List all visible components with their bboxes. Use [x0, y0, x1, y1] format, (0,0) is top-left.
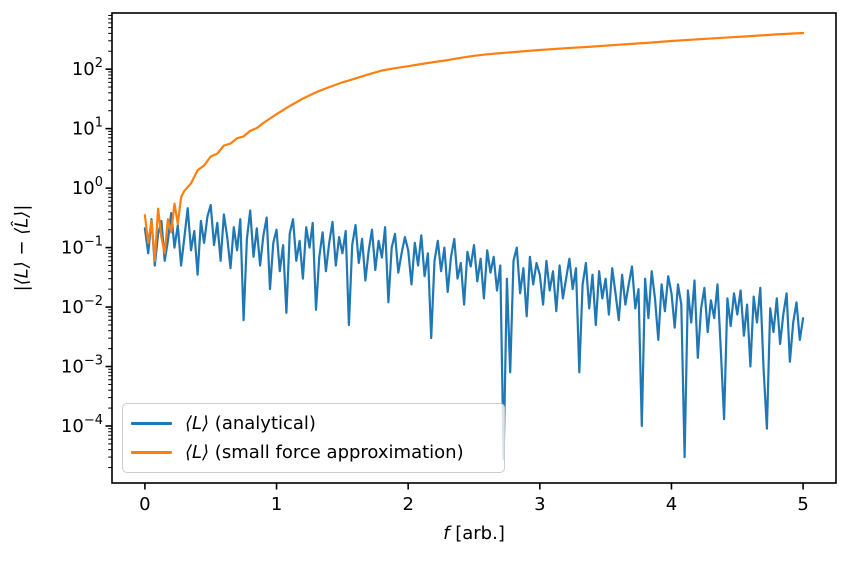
x-axis-label-symbol: f [443, 523, 450, 544]
x-axis-label: f [arb.] [443, 523, 505, 544]
x-axis-label-unit: [arb.] [449, 523, 505, 544]
y-tick-label: 10−2 [61, 294, 103, 318]
legend-line-sample-approximation [131, 451, 172, 454]
y-tick-label: 102 [72, 56, 103, 80]
legend-entry-analytical: ⟨L⟩ (analytical) [131, 414, 504, 433]
x-tick-label: 2 [402, 494, 413, 515]
x-tick-label: 3 [534, 494, 545, 515]
x-tick-label: 0 [139, 494, 150, 515]
legend-label-analytical: ⟨L⟩ (analytical) [185, 412, 316, 434]
series-line-0 [143, 203, 805, 460]
y-tick-label: 10−4 [61, 413, 103, 437]
x-tick-label: 4 [666, 494, 677, 515]
x-tick-label: 5 [797, 494, 808, 515]
legend-label-approximation: ⟨L⟩ (small force approximation) [185, 441, 464, 463]
y-tick-label: 100 [72, 175, 103, 199]
y-tick-label: 10−3 [61, 354, 103, 378]
y-tick-label: 101 [72, 116, 103, 140]
y-tick-label: 10−1 [61, 235, 103, 259]
y-axis-label: |⟨L⟩ − ⟨L̂⟩| [11, 204, 33, 292]
x-tick-label: 1 [271, 494, 282, 515]
series-line-1 [143, 31, 805, 262]
legend: ⟨L⟩ (analytical) ⟨L⟩ (small force approx… [122, 403, 505, 473]
legend-entry-approximation: ⟨L⟩ (small force approximation) [131, 443, 504, 462]
legend-line-sample-analytical [131, 422, 172, 425]
